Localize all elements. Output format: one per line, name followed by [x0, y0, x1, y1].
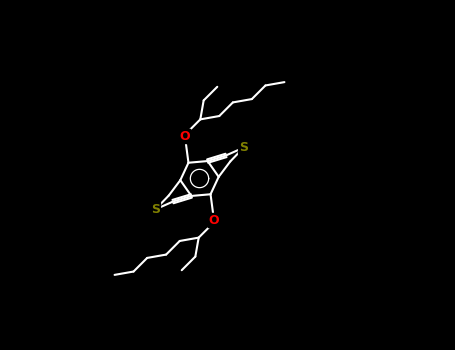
- Text: O: O: [180, 130, 190, 143]
- Text: O: O: [209, 214, 219, 227]
- Text: S: S: [239, 141, 248, 154]
- Text: S: S: [151, 203, 160, 216]
